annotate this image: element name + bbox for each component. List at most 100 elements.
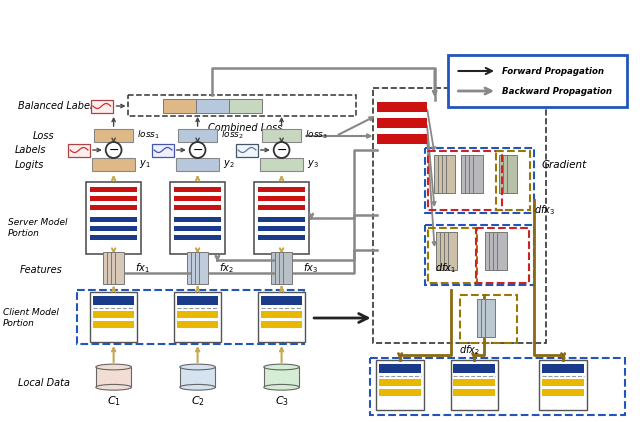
- Bar: [94, 129, 133, 142]
- Bar: [176, 158, 220, 171]
- Text: Balanced Labels: Balanced Labels: [18, 101, 98, 111]
- Bar: [451, 360, 498, 410]
- Ellipse shape: [180, 364, 216, 370]
- Bar: [115, 252, 125, 284]
- Bar: [275, 252, 285, 284]
- Bar: [496, 151, 529, 210]
- Text: −: −: [108, 144, 119, 157]
- Bar: [442, 155, 451, 193]
- Bar: [174, 292, 221, 342]
- Bar: [258, 292, 305, 342]
- Bar: [174, 217, 221, 222]
- Bar: [107, 252, 116, 284]
- Ellipse shape: [264, 384, 300, 390]
- Bar: [68, 143, 90, 157]
- Bar: [177, 296, 218, 305]
- Text: Client Model
Portion: Client Model Portion: [3, 308, 59, 328]
- Ellipse shape: [96, 384, 131, 390]
- Text: $loss_3$: $loss_3$: [305, 129, 328, 141]
- Bar: [198, 252, 209, 284]
- Bar: [90, 196, 138, 201]
- Bar: [476, 228, 529, 283]
- Text: Gradient: Gradient: [541, 160, 587, 170]
- Bar: [174, 196, 221, 201]
- Bar: [91, 100, 113, 113]
- Bar: [278, 252, 289, 284]
- Bar: [262, 129, 301, 142]
- Text: $dfx_2$: $dfx_2$: [460, 343, 481, 357]
- Bar: [540, 360, 587, 410]
- Bar: [447, 232, 458, 270]
- Bar: [485, 232, 495, 270]
- Bar: [258, 226, 305, 231]
- Bar: [454, 379, 495, 386]
- Bar: [86, 182, 141, 254]
- Bar: [438, 155, 447, 193]
- Bar: [461, 155, 471, 193]
- Bar: [436, 232, 445, 270]
- Text: −: −: [276, 144, 287, 157]
- Bar: [174, 205, 221, 210]
- Bar: [542, 379, 584, 386]
- Bar: [258, 235, 305, 240]
- Bar: [254, 182, 309, 254]
- Bar: [92, 158, 135, 171]
- Ellipse shape: [180, 384, 216, 390]
- Bar: [503, 155, 513, 193]
- Circle shape: [274, 142, 289, 158]
- Bar: [378, 134, 427, 144]
- Bar: [507, 155, 516, 193]
- Bar: [542, 364, 584, 373]
- Bar: [261, 296, 302, 305]
- Bar: [261, 311, 302, 318]
- Bar: [481, 299, 491, 337]
- Bar: [187, 252, 196, 284]
- Bar: [90, 226, 138, 231]
- Bar: [260, 158, 303, 171]
- Bar: [465, 155, 476, 193]
- Bar: [174, 235, 221, 240]
- Bar: [177, 311, 218, 318]
- Bar: [103, 252, 113, 284]
- Text: $loss_2$: $loss_2$: [221, 129, 244, 141]
- Bar: [196, 99, 229, 113]
- Bar: [460, 295, 516, 343]
- Bar: [96, 367, 131, 387]
- Bar: [428, 228, 477, 283]
- Bar: [152, 143, 174, 157]
- Bar: [93, 311, 134, 318]
- Text: $fx_2$: $fx_2$: [220, 261, 234, 275]
- Bar: [264, 367, 300, 387]
- Bar: [77, 290, 304, 344]
- Bar: [236, 143, 258, 157]
- Bar: [440, 232, 449, 270]
- Text: $C_2$: $C_2$: [191, 394, 205, 408]
- Text: $dfx_3$: $dfx_3$: [534, 203, 555, 217]
- Bar: [374, 88, 547, 343]
- Bar: [497, 232, 507, 270]
- Bar: [271, 252, 280, 284]
- Bar: [90, 205, 138, 210]
- Bar: [163, 99, 196, 113]
- Bar: [90, 235, 138, 240]
- Text: $loss_1$: $loss_1$: [138, 129, 160, 141]
- Bar: [258, 217, 305, 222]
- Bar: [177, 321, 218, 328]
- Bar: [174, 226, 221, 231]
- Bar: [380, 379, 421, 386]
- Text: $y_1$: $y_1$: [140, 158, 151, 170]
- Bar: [425, 148, 534, 213]
- Text: Labels: Labels: [15, 145, 46, 155]
- Bar: [454, 389, 495, 396]
- Bar: [447, 55, 627, 107]
- Bar: [229, 99, 262, 113]
- Text: $C_3$: $C_3$: [275, 394, 289, 408]
- Bar: [191, 252, 200, 284]
- Bar: [380, 389, 421, 396]
- Bar: [170, 182, 225, 254]
- Bar: [489, 232, 499, 270]
- Bar: [90, 187, 138, 192]
- Bar: [493, 232, 503, 270]
- Text: Features: Features: [20, 265, 63, 275]
- Bar: [111, 252, 120, 284]
